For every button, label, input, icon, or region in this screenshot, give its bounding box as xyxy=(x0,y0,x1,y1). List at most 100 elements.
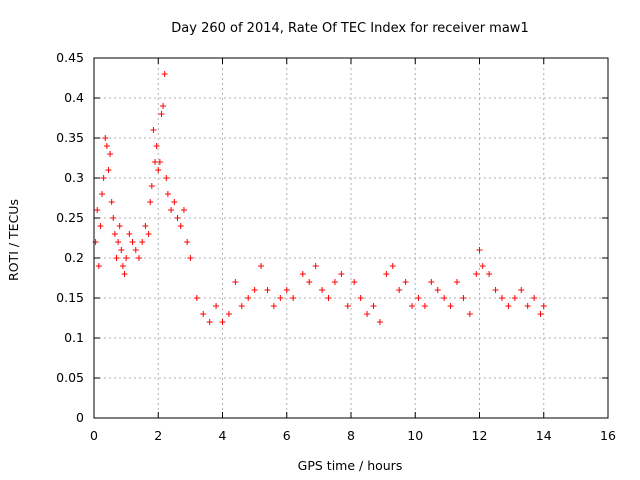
data-point xyxy=(434,287,441,293)
grid-lines xyxy=(94,58,608,418)
data-point xyxy=(344,303,351,309)
data-point xyxy=(331,279,338,285)
data-point xyxy=(428,279,435,285)
data-point xyxy=(94,207,101,213)
x-tick-labels: 0 2 4 6 8 10 12 14 16 xyxy=(90,428,616,443)
data-point xyxy=(116,223,123,229)
data-point xyxy=(213,303,220,309)
data-point xyxy=(518,287,525,293)
data-point xyxy=(251,287,258,293)
data-point xyxy=(415,295,422,301)
data-point xyxy=(142,223,149,229)
data-point xyxy=(389,263,396,269)
y-tick-label: 0.05 xyxy=(56,370,84,385)
x-tick-label: 4 xyxy=(219,428,227,443)
data-point xyxy=(312,263,319,269)
data-point xyxy=(225,311,232,317)
data-point xyxy=(156,159,163,165)
data-point xyxy=(129,239,136,245)
data-point xyxy=(158,111,165,117)
x-tick-label: 0 xyxy=(90,428,98,443)
x-tick-label: 8 xyxy=(347,428,355,443)
chart-title: Day 260 of 2014, Rate Of TEC Index for r… xyxy=(171,21,528,36)
data-point xyxy=(105,167,112,173)
y-tick-label: 0.4 xyxy=(64,90,84,105)
data-point xyxy=(357,295,364,301)
data-point xyxy=(99,191,106,197)
x-axis-label: GPS time / hours xyxy=(298,458,403,473)
data-point xyxy=(505,303,512,309)
data-point xyxy=(184,239,191,245)
data-point xyxy=(270,303,277,309)
y-tick-label: 0.2 xyxy=(64,250,84,265)
x-tick-label: 14 xyxy=(536,428,552,443)
y-tick-label: 0.15 xyxy=(56,290,84,305)
data-point xyxy=(145,231,152,237)
data-point xyxy=(283,287,290,293)
data-point xyxy=(409,303,416,309)
data-point xyxy=(396,287,403,293)
data-point xyxy=(174,215,181,221)
data-point xyxy=(238,303,245,309)
data-point xyxy=(460,295,467,301)
data-point xyxy=(402,279,409,285)
y-tick-label: 0 xyxy=(76,410,84,425)
data-point xyxy=(206,319,213,325)
data-point xyxy=(107,151,114,157)
data-point xyxy=(168,207,175,213)
data-point xyxy=(421,303,428,309)
data-point xyxy=(111,231,118,237)
data-point xyxy=(123,255,130,261)
data-point xyxy=(180,207,187,213)
data-point xyxy=(473,271,480,277)
data-point xyxy=(466,311,473,317)
data-point xyxy=(187,255,194,261)
data-point xyxy=(153,143,160,149)
data-point xyxy=(150,127,157,133)
data-point xyxy=(245,295,252,301)
data-point xyxy=(351,279,358,285)
data-point xyxy=(511,295,518,301)
data-point xyxy=(537,311,544,317)
data-point xyxy=(479,263,486,269)
data-point xyxy=(193,295,200,301)
x-tick-label: 16 xyxy=(600,428,616,443)
data-point xyxy=(97,223,104,229)
data-point xyxy=(171,199,178,205)
x-tick-label: 6 xyxy=(283,428,291,443)
data-point xyxy=(454,279,461,285)
data-point xyxy=(264,287,271,293)
data-point xyxy=(370,303,377,309)
data-point xyxy=(161,71,168,77)
data-point xyxy=(441,295,448,301)
data-point xyxy=(163,175,170,181)
data-point xyxy=(376,319,383,325)
data-point xyxy=(121,271,128,277)
data-point xyxy=(277,295,284,301)
data-point xyxy=(132,247,139,253)
data-point xyxy=(524,303,531,309)
data-point xyxy=(147,199,154,205)
data-point xyxy=(492,287,499,293)
data-point xyxy=(325,295,332,301)
data-point xyxy=(95,263,102,269)
data-point xyxy=(319,287,326,293)
data-point xyxy=(100,175,107,181)
data-point xyxy=(155,167,162,173)
data-point xyxy=(219,319,226,325)
data-point xyxy=(531,295,538,301)
data-point xyxy=(486,271,493,277)
x-tick-label: 10 xyxy=(407,428,423,443)
data-point xyxy=(103,143,110,149)
data-point xyxy=(118,247,125,253)
data-point xyxy=(102,135,109,141)
data-point xyxy=(126,231,133,237)
y-tick-label: 0.3 xyxy=(64,170,84,185)
data-point xyxy=(135,255,142,261)
y-tick-label: 0.1 xyxy=(64,330,84,345)
data-point xyxy=(306,279,313,285)
data-point xyxy=(383,271,390,277)
data-point xyxy=(177,223,184,229)
data-point xyxy=(299,271,306,277)
